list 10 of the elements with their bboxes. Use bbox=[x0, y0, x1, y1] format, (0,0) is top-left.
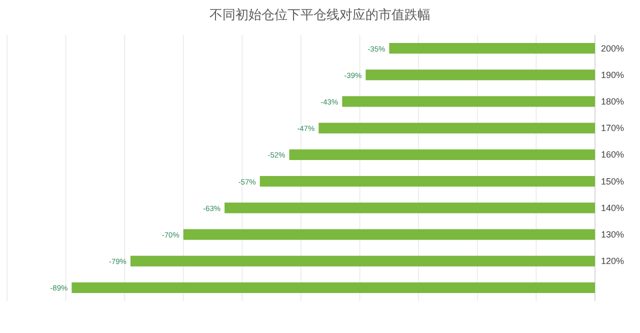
y-tick-label: 190% bbox=[601, 70, 624, 80]
y-tick-label: 140% bbox=[601, 202, 624, 213]
y-tick-label: 200% bbox=[601, 43, 624, 54]
y-tick-label: 150% bbox=[601, 176, 624, 186]
y-tick-label: 170% bbox=[601, 123, 624, 134]
y-tick-label: 120% bbox=[601, 256, 624, 266]
y-tick-label: 180% bbox=[601, 96, 624, 106]
chart-title: 不同初始仓位下平仓线对应的市值跌幅 bbox=[210, 7, 430, 23]
y-tick-label: 130% bbox=[601, 230, 624, 240]
y-tick-label: 160% bbox=[601, 150, 624, 160]
